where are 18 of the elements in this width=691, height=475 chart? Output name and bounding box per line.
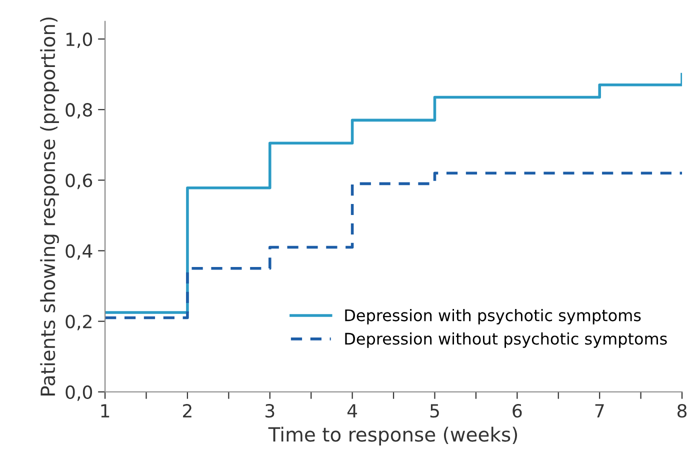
x-tick-label: 3 xyxy=(266,404,274,418)
x-tick-label: 5 xyxy=(430,404,439,418)
x-tick-label: 2 xyxy=(183,404,192,418)
x-tick-label: 7 xyxy=(595,404,604,418)
x-tick-label: 4 xyxy=(347,404,358,418)
y-tick-label: 1,0 xyxy=(66,32,92,48)
y-tick-label: 0,8 xyxy=(66,103,92,119)
y-tick-label: 0,4 xyxy=(66,244,92,260)
legend-label: Depression without psychotic symptoms xyxy=(345,332,667,348)
x-tick-label: 1 xyxy=(101,404,110,418)
y-tick-label: 0,2 xyxy=(66,314,92,330)
y-axis-title: Patients showing response (proportion) xyxy=(40,18,59,396)
y-tick-label: 0,6 xyxy=(66,174,92,190)
y-tick-label: 0,0 xyxy=(66,385,92,401)
x-axis-title: Time to response (weeks) xyxy=(268,426,518,446)
x-tick-label: 6 xyxy=(512,404,522,418)
x-tick-label: 8 xyxy=(677,404,687,418)
legend-label: Depression with psychotic symptoms xyxy=(345,308,641,324)
